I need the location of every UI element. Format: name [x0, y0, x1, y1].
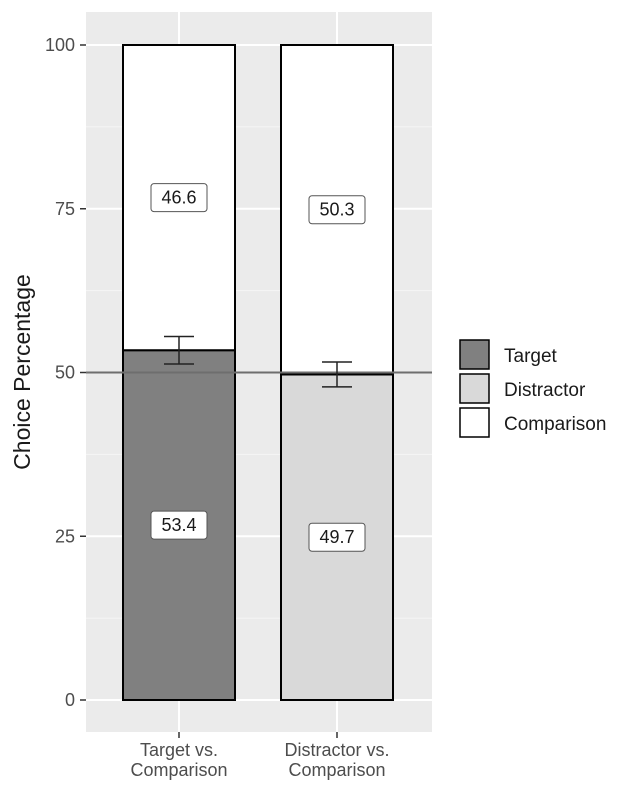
error-bar — [164, 335, 194, 365]
bars — [122, 44, 394, 701]
legend-swatch — [459, 407, 490, 438]
data-label: 46.6 — [150, 183, 208, 213]
x-tick-label: Comparison — [130, 760, 227, 780]
y-axis-title: Choice Percentage — [9, 274, 35, 470]
data-label: 49.7 — [308, 522, 366, 552]
x-tick-label: Comparison — [288, 760, 385, 780]
legend-swatch — [459, 373, 490, 404]
y-tick-label: 75 — [55, 199, 75, 219]
legend-item-distractor: Distractor — [459, 373, 586, 404]
data-label-text: 50.3 — [319, 200, 354, 220]
x-tick-label: Target vs. — [140, 740, 218, 760]
legend-swatch — [459, 339, 490, 370]
y-tick-label: 0 — [65, 690, 75, 710]
legend-label: Comparison — [504, 414, 606, 435]
data-label-text: 46.6 — [161, 188, 196, 208]
data-label-text: 49.7 — [319, 527, 354, 547]
y-tick-label: 25 — [55, 526, 75, 546]
data-label: 50.3 — [308, 195, 366, 225]
data-label-box — [150, 510, 208, 540]
error-bars — [164, 335, 352, 388]
legend-label: Target — [504, 346, 558, 367]
legend-label: Distractor — [504, 380, 586, 401]
legend-item-comparison: Comparison — [459, 407, 606, 438]
data-labels: 53.4 46.6 49.7 50.3 — [150, 183, 366, 552]
y-tick-label: 50 — [55, 363, 75, 383]
data-label: 53.4 — [150, 510, 208, 540]
data-label-box — [308, 195, 366, 225]
legend: Target Distractor Comparison — [459, 339, 606, 438]
legend-item-target: Target — [459, 339, 558, 370]
y-tick-label: 100 — [45, 35, 75, 55]
error-bar — [322, 361, 352, 388]
data-label-box — [150, 183, 208, 213]
data-label-text: 53.4 — [161, 515, 196, 535]
x-tick-label: Distractor vs. — [284, 740, 389, 760]
data-label-box — [308, 522, 366, 552]
